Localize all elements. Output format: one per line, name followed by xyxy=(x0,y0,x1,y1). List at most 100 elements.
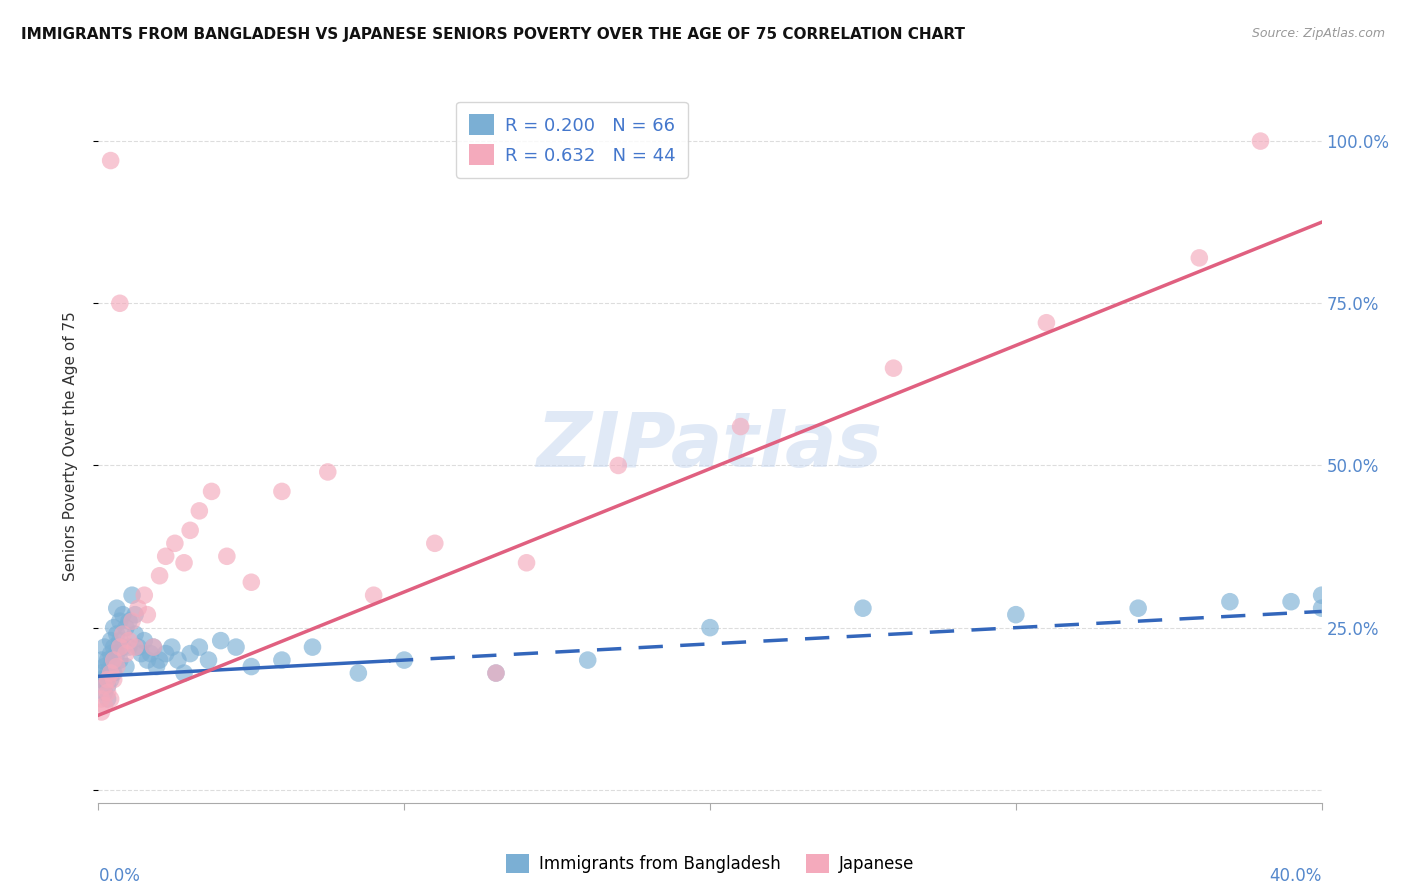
Point xyxy=(103,666,125,681)
Point xyxy=(103,653,125,667)
Point xyxy=(115,647,138,661)
Point xyxy=(347,666,370,681)
Point xyxy=(124,640,146,654)
Point xyxy=(163,536,186,550)
Point xyxy=(129,647,152,661)
Point xyxy=(209,633,232,648)
Point xyxy=(1035,316,1057,330)
Point xyxy=(883,361,905,376)
Point xyxy=(485,666,508,681)
Point xyxy=(97,692,120,706)
Point xyxy=(270,653,292,667)
Text: IMMIGRANTS FROM BANGLADESH VS JAPANESE SENIORS POVERTY OVER THE AGE OF 75 CORREL: IMMIGRANTS FROM BANGLADESH VS JAPANESE S… xyxy=(21,27,965,42)
Point xyxy=(90,666,112,681)
Point xyxy=(93,698,115,713)
Point xyxy=(108,653,131,667)
Point xyxy=(115,621,138,635)
Point xyxy=(197,653,219,667)
Point xyxy=(139,647,162,661)
Point xyxy=(127,601,149,615)
Point xyxy=(215,549,238,564)
Point xyxy=(118,633,141,648)
Point xyxy=(160,640,183,654)
Point xyxy=(142,640,165,654)
Point xyxy=(1188,251,1211,265)
Point xyxy=(97,685,120,699)
Point xyxy=(93,640,115,654)
Point xyxy=(167,653,190,667)
Point xyxy=(155,549,177,564)
Point xyxy=(188,504,211,518)
Point xyxy=(1128,601,1150,615)
Point xyxy=(516,556,538,570)
Point xyxy=(188,640,211,654)
Point xyxy=(90,705,112,719)
Point xyxy=(240,659,263,673)
Text: Source: ZipAtlas.com: Source: ZipAtlas.com xyxy=(1251,27,1385,40)
Point xyxy=(392,653,416,667)
Point xyxy=(607,458,630,473)
Point xyxy=(363,588,385,602)
Point xyxy=(93,673,115,687)
Point xyxy=(105,627,128,641)
Point xyxy=(97,673,120,687)
Point xyxy=(1219,595,1241,609)
Point xyxy=(97,653,120,667)
Point xyxy=(103,653,125,667)
Point xyxy=(100,673,122,687)
Point xyxy=(173,666,195,681)
Text: ZIPatlas: ZIPatlas xyxy=(537,409,883,483)
Point xyxy=(121,614,143,628)
Point xyxy=(145,659,167,673)
Point xyxy=(100,647,122,661)
Point xyxy=(118,640,141,654)
Point xyxy=(124,627,146,641)
Point xyxy=(852,601,875,615)
Point xyxy=(149,653,172,667)
Point xyxy=(1310,588,1333,602)
Legend: Immigrants from Bangladesh, Japanese: Immigrants from Bangladesh, Japanese xyxy=(499,847,921,880)
Point xyxy=(173,556,195,570)
Point xyxy=(103,640,125,654)
Point xyxy=(105,601,128,615)
Point xyxy=(108,640,131,654)
Text: 0.0%: 0.0% xyxy=(98,867,141,885)
Point xyxy=(108,296,131,310)
Point xyxy=(105,659,128,673)
Point xyxy=(105,647,128,661)
Point xyxy=(100,153,122,168)
Point xyxy=(124,607,146,622)
Point xyxy=(100,666,122,681)
Point xyxy=(90,673,112,687)
Point xyxy=(103,673,125,687)
Point xyxy=(179,524,201,538)
Point xyxy=(93,685,115,699)
Point xyxy=(118,614,141,628)
Text: 40.0%: 40.0% xyxy=(1270,867,1322,885)
Point xyxy=(97,666,120,681)
Point xyxy=(240,575,263,590)
Point xyxy=(485,666,508,681)
Point xyxy=(1004,607,1026,622)
Point xyxy=(155,647,177,661)
Point xyxy=(149,568,172,582)
Point xyxy=(121,588,143,602)
Point xyxy=(93,659,115,673)
Point xyxy=(225,640,247,654)
Point xyxy=(127,640,149,654)
Point xyxy=(179,647,201,661)
Point xyxy=(111,640,134,654)
Point xyxy=(699,621,721,635)
Point xyxy=(93,679,115,693)
Point xyxy=(108,633,131,648)
Point xyxy=(1249,134,1271,148)
Point xyxy=(134,588,156,602)
Point xyxy=(136,653,159,667)
Point xyxy=(136,607,159,622)
Point xyxy=(90,653,112,667)
Point xyxy=(270,484,292,499)
Point xyxy=(97,679,120,693)
Point xyxy=(100,633,122,648)
Point xyxy=(111,627,134,641)
Point xyxy=(100,692,122,706)
